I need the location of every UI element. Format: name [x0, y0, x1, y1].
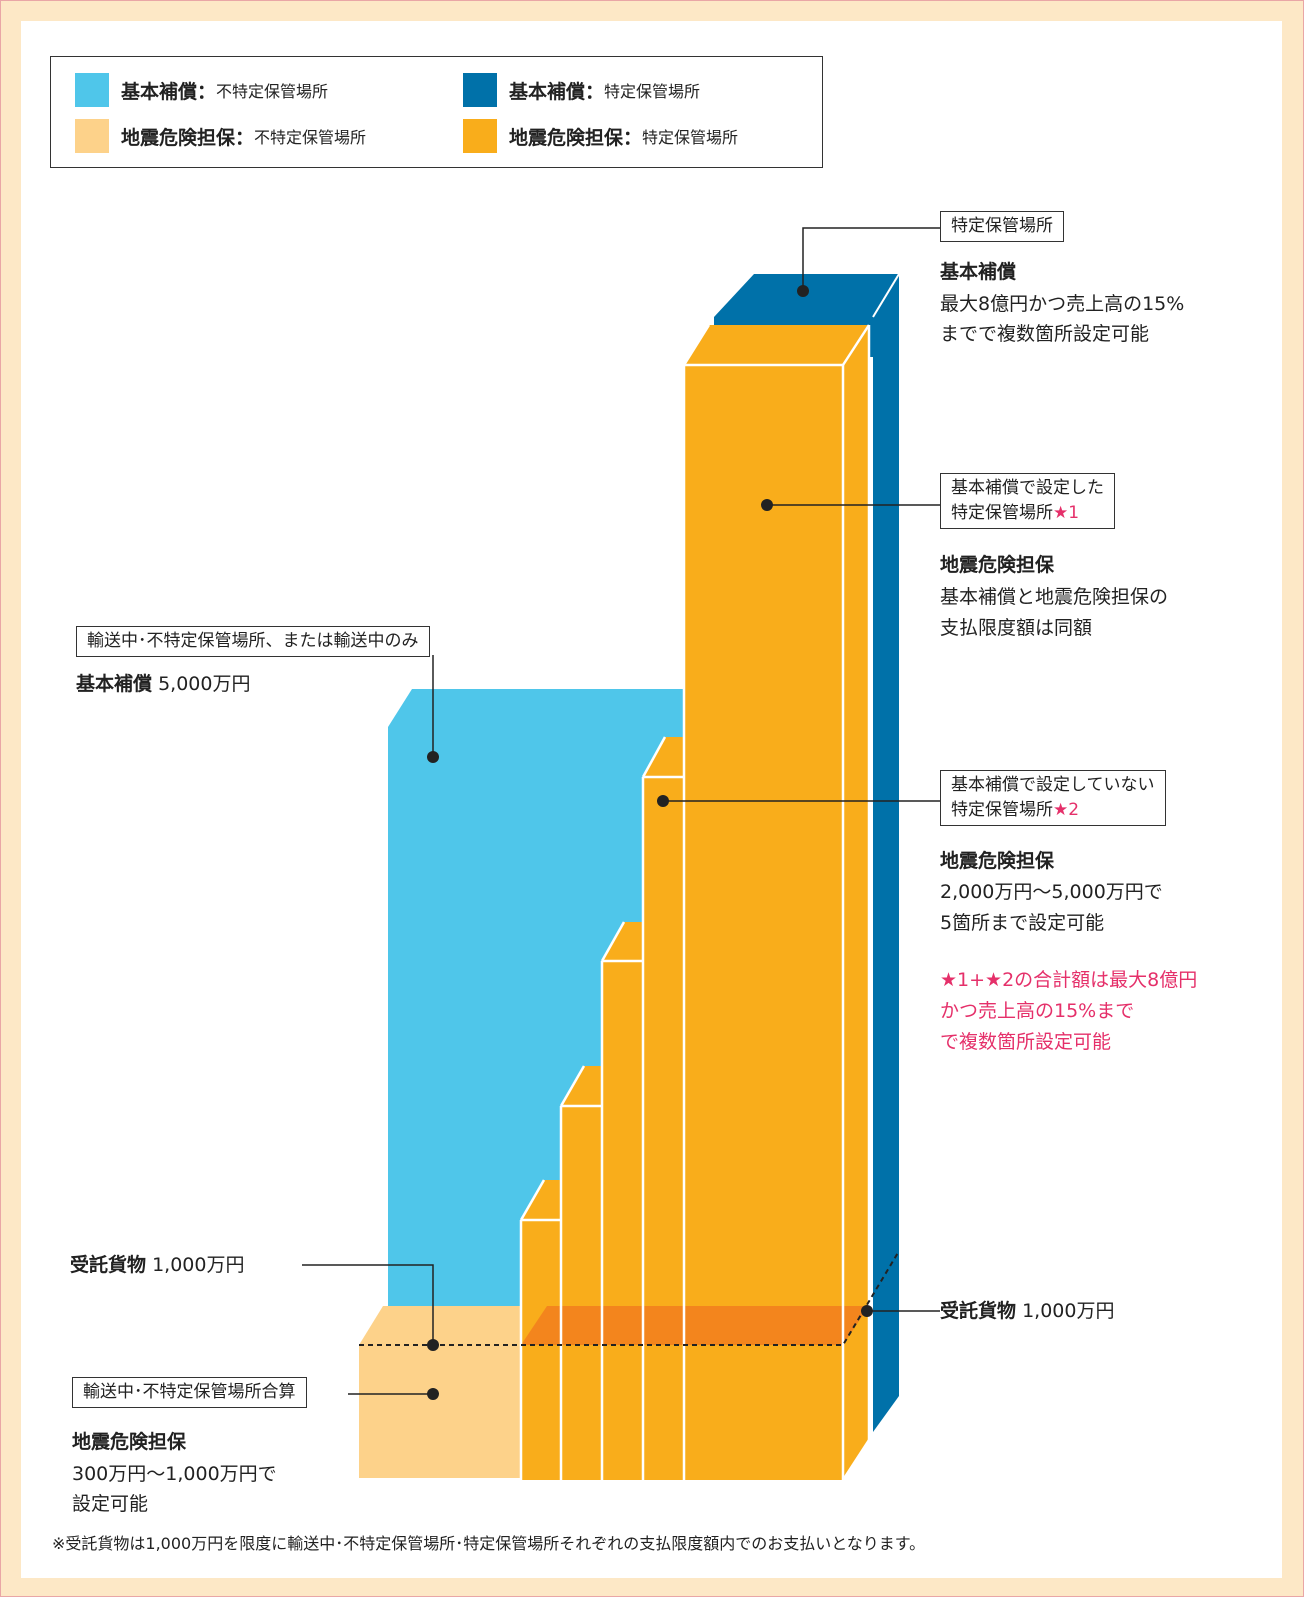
legend-strong: 地震危険担保：: [509, 126, 643, 149]
quake-step-3-top: [602, 922, 643, 961]
leader-dot-unset-quake: [657, 795, 669, 807]
cargo-right-label: 受託貨物 1,000万円: [940, 1297, 1114, 1325]
quake-step-3-front: [602, 961, 643, 1480]
legend-strong: 地震危険担保：: [121, 126, 255, 149]
specific-basic-block-side: [873, 274, 899, 1432]
set-quake-line2: 支払限度額は同額: [940, 617, 1093, 639]
quake-step-2-front: [561, 1106, 602, 1480]
unset-quake-title: 地震危険担保: [940, 850, 1055, 872]
combined-quake-block-top: [359, 1306, 524, 1345]
legend: 基本補償： 不特定保管場所 基本補償： 特定保管場所 地震危険担保： 不特定保管…: [50, 56, 823, 168]
star-2: ★2: [1053, 800, 1080, 820]
unset-box-line2: 特定保管場所★2: [951, 798, 1155, 823]
quake-step-1-top: [521, 1180, 561, 1220]
unset-quake-line1: 2,000万円～5,000万円で: [940, 881, 1163, 903]
legend-strong: 基本補償：: [121, 80, 217, 103]
legend-light: 不特定保管場所: [216, 82, 329, 101]
leader-dot-cargo-left: [427, 1339, 439, 1351]
leader-dot-specific-basic: [797, 285, 809, 297]
specific-basic-line2: までで複数箇所設定可能: [940, 323, 1150, 345]
set-quake-line1: 基本補償と地震危険担保の: [940, 586, 1169, 608]
transit-basic-amount: 基本補償 5,000万円: [76, 670, 250, 698]
legend-item-basic-specific: 基本補償： 特定保管場所: [463, 73, 700, 107]
unset-quake-line2: 5箇所まで設定可能: [940, 912, 1105, 934]
legend-strong: 基本補償：: [509, 80, 605, 103]
specific-basic-title: 基本補償: [940, 261, 1017, 283]
legend-light: 特定保管場所: [604, 82, 701, 101]
legend-item-quake-nonspecific: 地震危険担保： 不特定保管場所: [75, 119, 366, 153]
set-quake-block-side: [843, 325, 869, 1480]
legend-item-basic-nonspecific: 基本補償： 不特定保管場所: [75, 73, 328, 107]
transit-basic-value: 5,000万円: [158, 673, 251, 695]
legend-item-quake-specific: 地震危険担保： 特定保管場所: [463, 119, 738, 153]
cargo-left-label: 受託貨物 1,000万円: [70, 1251, 244, 1279]
leader-dot-cargo-right: [861, 1305, 873, 1317]
set-specific-box: 基本補償で設定した 特定保管場所★1: [940, 473, 1115, 529]
quake-step-4-top: [643, 737, 684, 777]
legend-light: 不特定保管場所: [254, 128, 367, 147]
leader-dot-transit-basic: [427, 751, 439, 763]
cargo-right-value: 1,000万円: [1022, 1300, 1115, 1322]
cargo-left-title: 受託貨物: [70, 1254, 147, 1276]
legend-swatch: [75, 73, 109, 107]
transit-box: 輸送中･不特定保管場所、または輸送中のみ: [76, 626, 430, 657]
star-1: ★1: [1053, 503, 1080, 523]
combined-quake-line1: 300万円～1,000万円で: [72, 1463, 277, 1485]
note-line1: ★1+★2の合計額は最大8億円: [940, 969, 1198, 991]
unset-box-line1: 基本補償で設定していない: [951, 775, 1155, 795]
cargo-right-title: 受託貨物: [940, 1300, 1017, 1322]
legend-light: 特定保管場所: [642, 128, 739, 147]
legend-swatch: [75, 119, 109, 153]
cargo-left-value: 1,000万円: [152, 1254, 245, 1276]
footnote: ※受託貨物は1,000万円を限度に輸送中･不特定保管場所･特定保管場所それぞれの…: [52, 1534, 926, 1553]
specific-basic-line1: 最大8億円かつ売上高の15%: [940, 293, 1185, 315]
cargo-overlap-top: [521, 1306, 869, 1345]
specific-storage-box: 特定保管場所: [940, 211, 1064, 242]
leader-dot-set-quake: [761, 499, 773, 511]
quake-step-2-top: [561, 1066, 602, 1106]
set-quake-title: 地震危険担保: [940, 554, 1055, 576]
leader-dot-combined-quake: [427, 1388, 439, 1400]
combined-quake-title: 地震危険担保: [72, 1431, 187, 1453]
set-box-line2-text: 特定保管場所: [951, 503, 1053, 523]
unset-box-line2-text: 特定保管場所: [951, 800, 1053, 820]
set-quake-block-top: [684, 325, 869, 365]
legend-swatch: [463, 119, 497, 153]
combined-quake-line2: 設定可能: [72, 1493, 149, 1515]
unset-specific-box: 基本補償で設定していない 特定保管場所★2: [940, 770, 1166, 826]
quake-step-1-front: [521, 1220, 561, 1480]
note-line3: で複数箇所設定可能: [940, 1031, 1112, 1053]
combined-quake-block-front: [359, 1345, 524, 1478]
set-box-line2: 特定保管場所★1: [951, 501, 1104, 526]
transit-basic-block-top: [388, 689, 684, 727]
note-line2: かつ売上高の15%まで: [940, 1000, 1135, 1022]
transit-basic-title: 基本補償: [76, 673, 153, 695]
quake-step-4-front: [643, 777, 684, 1480]
set-quake-block-front: [684, 365, 843, 1480]
set-box-line1: 基本補償で設定した: [951, 478, 1104, 498]
legend-swatch: [463, 73, 497, 107]
combined-box: 輸送中･不特定保管場所合算: [72, 1377, 307, 1408]
